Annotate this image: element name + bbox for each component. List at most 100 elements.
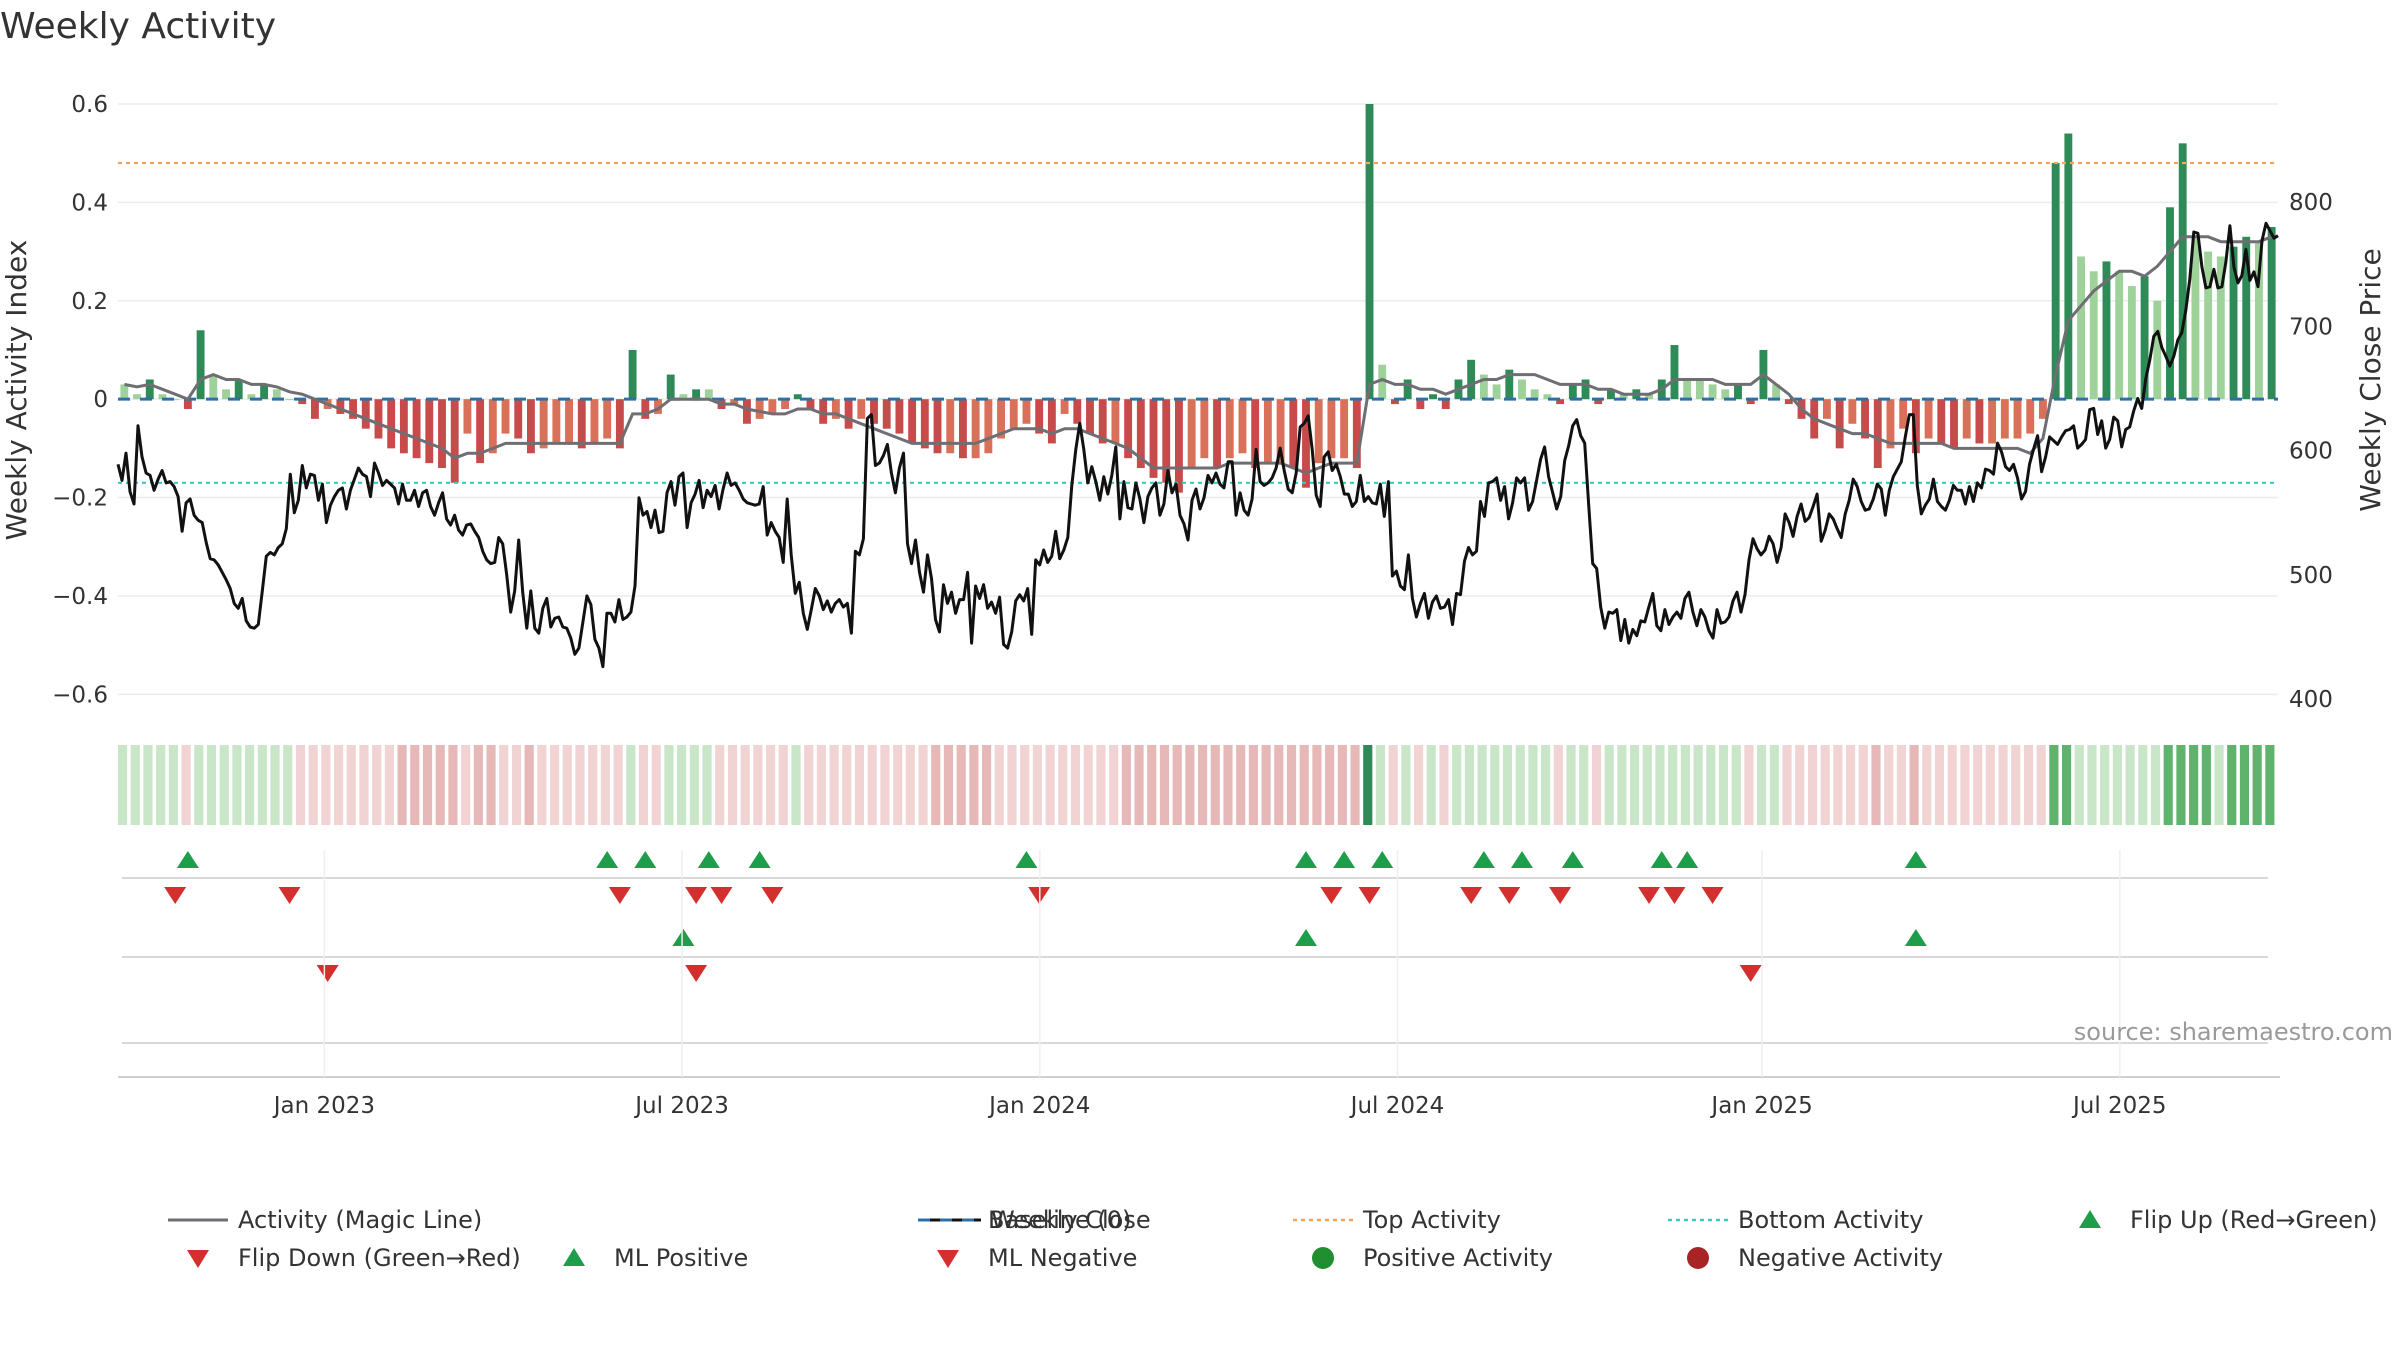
x-tick-label: Jan 2024 [987, 1093, 1090, 1119]
strip-cell [2265, 745, 2275, 825]
strip-cell [1020, 745, 1030, 825]
activity-bar [1149, 399, 1158, 478]
strip-cell [2227, 745, 2237, 825]
activity-bar [387, 399, 396, 449]
legend-item-flipdown: Flip Down (Green→Red) [187, 1244, 521, 1272]
activity-bar [1060, 399, 1069, 414]
event-markers [118, 851, 2280, 1078]
strip-cell [1388, 745, 1398, 825]
activity-bar [476, 399, 485, 464]
strip-cell [1172, 745, 1182, 825]
activity-bar [234, 379, 243, 400]
activity-bar [158, 394, 167, 400]
flip-up-marker [1511, 851, 1533, 868]
strip-cell [2011, 745, 2021, 825]
strip-cell [1350, 745, 1360, 825]
activity-bar [120, 384, 129, 400]
strip-cell [1490, 745, 1500, 825]
strip-cell [1668, 745, 1678, 825]
left-tick-label: 0.4 [71, 190, 108, 216]
activity-bar [209, 374, 218, 400]
activity-bar [1886, 399, 1895, 449]
strip-cell [1757, 745, 1767, 825]
activity-bar [1911, 399, 1920, 454]
right-tick-label: 800 [2289, 190, 2333, 216]
activity-bar [2000, 399, 2009, 439]
activity-bar [1352, 399, 1361, 469]
strip-cell [1502, 745, 1513, 825]
strip-cell [1998, 745, 2008, 825]
strip-cell [905, 745, 915, 825]
activity-bar [704, 389, 713, 400]
activity-bar [1518, 379, 1526, 400]
strip-cell [1795, 745, 1805, 825]
activity-bar [463, 399, 472, 434]
activity-bar [895, 399, 904, 434]
activity-bar [615, 399, 624, 449]
strip-cell [372, 745, 382, 825]
strip-cell [1375, 745, 1386, 825]
strip-cell [1528, 745, 1538, 825]
strip-cell [740, 745, 750, 825]
legend-swatch [563, 1248, 585, 1266]
activity-bar [857, 399, 866, 419]
left-tick-label: −0.4 [52, 584, 108, 610]
strip-cell [1121, 745, 1131, 825]
strip-cell [2100, 745, 2110, 825]
strip-cell [473, 745, 483, 825]
activity-bar [1772, 384, 1781, 400]
right-axis-ticks: 800 700 600 500 400 [2289, 190, 2333, 713]
flip-down-marker [685, 887, 708, 904]
activity-bar [1924, 399, 1933, 439]
activity-bar [997, 399, 1005, 439]
legend-label: Flip Up (Red→Green) [2130, 1206, 2378, 1234]
activity-bar [971, 399, 980, 459]
legend-label: Baseline (0) [988, 1206, 1131, 1234]
activity-bar [2077, 256, 2085, 400]
ml-positive-marker [1904, 929, 1927, 946]
strip-cell [1414, 745, 1424, 825]
strip-cell [384, 745, 394, 825]
activity-bar [1022, 399, 1031, 424]
activity-bar [1251, 399, 1260, 469]
activity-bar [1619, 394, 1628, 400]
activity-bar [1238, 399, 1247, 454]
strip-cell [829, 745, 839, 825]
strip-cell [2036, 745, 2046, 825]
strip-cell [143, 745, 153, 825]
ml-negative-marker [316, 965, 339, 982]
activity-bar [1530, 389, 1539, 400]
activity-bar [1340, 399, 1349, 459]
strip-cell [1236, 745, 1246, 825]
left-tick-label: 0.2 [71, 289, 108, 315]
legend-label: ML Positive [614, 1244, 748, 1272]
activity-bar [2153, 300, 2162, 400]
strip-cell [880, 745, 890, 825]
strip-cell [1769, 745, 1779, 825]
strip-cell [727, 745, 738, 825]
strip-cell [1147, 745, 1157, 825]
strip-cell [1426, 745, 1436, 825]
x-tick-label: Jan 2025 [1709, 1093, 1812, 1119]
weekly-close-line [116, 221, 2279, 669]
legend-label: Negative Activity [1738, 1244, 1943, 1272]
strip-cell [1452, 745, 1462, 825]
activity-bar [882, 399, 891, 429]
strip-cell [778, 745, 788, 825]
strip-cell [1833, 745, 1843, 825]
strip-cell [969, 745, 979, 825]
activity-bar [1835, 399, 1844, 449]
activity-bar [2255, 241, 2263, 400]
activity-bar [984, 399, 993, 454]
activity-bar [183, 399, 192, 409]
strip-cell [1134, 745, 1144, 825]
flip-up-marker [1561, 851, 1584, 868]
strip-cell [1210, 745, 1220, 825]
strip-cell [867, 745, 877, 825]
strip-cell [1566, 745, 1576, 825]
activity-bar [272, 389, 281, 400]
strip-cell [1007, 745, 1017, 825]
strip-cell [2252, 745, 2262, 825]
ml-positive-marker [672, 929, 695, 946]
legend: Activity (Magic Line) Weekly CloseBaselin… [168, 1206, 2378, 1272]
